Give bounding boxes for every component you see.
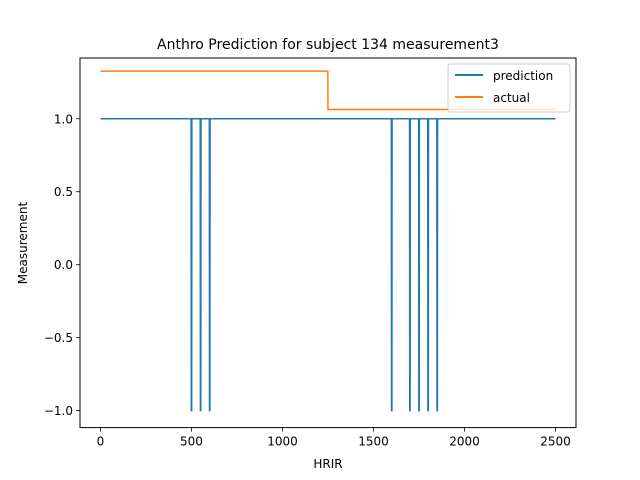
series-line-prediction <box>100 118 556 412</box>
legend-label-actual: actual <box>493 91 530 105</box>
chart-title: Anthro Prediction for subject 134 measur… <box>157 37 499 53</box>
x-tick-label: 500 <box>180 435 203 449</box>
x-tick-label: 1000 <box>267 435 298 449</box>
series-line-actual <box>100 70 556 111</box>
x-tick-label: 2500 <box>540 435 571 449</box>
y-tick-label: −0.5 <box>44 331 73 345</box>
y-tick-label: 0.0 <box>54 258 73 272</box>
x-tick-label: 0 <box>97 435 105 449</box>
y-axis-ticks: −1.0 −0.5 0.0 0.5 1.0 <box>44 112 80 418</box>
x-axis-ticks: 0 500 1000 1500 2000 2500 <box>97 427 571 449</box>
y-tick-label: 0.5 <box>54 185 73 199</box>
axes-frame <box>79 57 577 429</box>
x-tick-label: 2000 <box>449 435 480 449</box>
legend-label-prediction: prediction <box>493 69 553 83</box>
y-tick-label: −1.0 <box>44 404 73 418</box>
x-axis-label: HRIR <box>313 457 342 471</box>
x-tick-label: 1500 <box>358 435 389 449</box>
plot-lines <box>100 70 556 412</box>
legend: prediction actual <box>447 63 571 113</box>
y-axis-label: Measurement <box>16 202 30 285</box>
y-tick-label: 1.0 <box>54 112 73 126</box>
